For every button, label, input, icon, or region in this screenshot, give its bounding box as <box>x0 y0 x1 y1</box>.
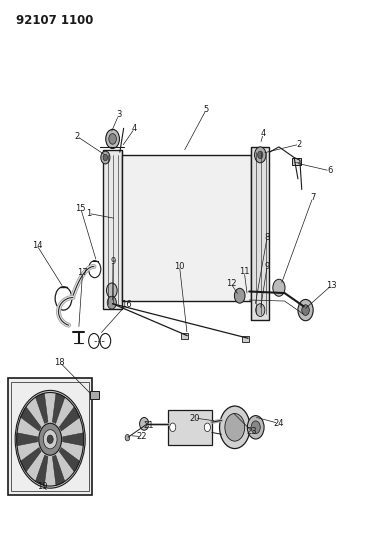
Circle shape <box>273 279 285 296</box>
Bar <box>292 158 301 165</box>
Text: 20: 20 <box>189 414 200 423</box>
Text: 9: 9 <box>264 262 270 271</box>
Text: 17: 17 <box>77 269 88 277</box>
Text: 6: 6 <box>327 166 333 175</box>
Text: 21: 21 <box>144 422 154 431</box>
Wedge shape <box>36 393 48 424</box>
Text: 4: 4 <box>261 129 266 138</box>
Wedge shape <box>63 433 84 446</box>
Wedge shape <box>59 448 80 472</box>
Circle shape <box>247 416 264 439</box>
Circle shape <box>106 130 120 149</box>
Bar <box>11 382 89 491</box>
Text: 23: 23 <box>247 427 257 436</box>
Circle shape <box>103 155 108 161</box>
Text: 22: 22 <box>136 432 147 441</box>
Circle shape <box>302 305 309 316</box>
Text: 12: 12 <box>226 279 236 288</box>
Bar <box>181 333 188 340</box>
Text: 5: 5 <box>204 105 209 114</box>
Bar <box>8 378 92 495</box>
Text: 92107 1100: 92107 1100 <box>16 14 93 27</box>
Circle shape <box>256 304 265 317</box>
Bar <box>90 391 99 399</box>
Circle shape <box>220 406 250 449</box>
Text: 4: 4 <box>132 124 137 133</box>
Circle shape <box>109 134 117 144</box>
Circle shape <box>101 151 110 164</box>
Wedge shape <box>21 407 41 431</box>
Circle shape <box>298 300 313 321</box>
Circle shape <box>139 417 149 430</box>
Wedge shape <box>52 455 65 486</box>
Circle shape <box>39 423 62 455</box>
Text: 14: 14 <box>32 241 42 250</box>
Circle shape <box>107 283 117 298</box>
Text: 19: 19 <box>37 481 48 490</box>
Circle shape <box>257 151 263 159</box>
Text: 8: 8 <box>264 233 270 242</box>
Bar <box>168 410 212 445</box>
Circle shape <box>251 421 260 434</box>
Bar <box>122 155 251 301</box>
Bar <box>243 336 249 342</box>
Wedge shape <box>59 407 80 431</box>
Wedge shape <box>17 433 38 446</box>
Wedge shape <box>36 455 48 486</box>
Text: 2: 2 <box>297 140 302 149</box>
Circle shape <box>254 147 266 163</box>
Text: 11: 11 <box>239 268 249 276</box>
Text: 9: 9 <box>110 257 116 265</box>
Wedge shape <box>21 448 41 472</box>
Text: 7: 7 <box>310 193 316 202</box>
Circle shape <box>204 423 210 432</box>
Text: 1: 1 <box>86 209 91 218</box>
Text: 2: 2 <box>74 132 79 141</box>
Circle shape <box>15 390 85 488</box>
Wedge shape <box>52 393 65 424</box>
Circle shape <box>225 414 244 441</box>
Bar <box>251 147 269 320</box>
Circle shape <box>235 288 245 303</box>
Circle shape <box>170 423 176 432</box>
Text: 24: 24 <box>273 419 284 428</box>
Bar <box>104 150 122 309</box>
Text: 3: 3 <box>116 110 121 119</box>
Text: 10: 10 <box>174 262 185 271</box>
Text: 16: 16 <box>121 300 132 309</box>
Circle shape <box>125 434 130 441</box>
Circle shape <box>43 430 57 449</box>
Circle shape <box>47 435 53 443</box>
Circle shape <box>107 296 117 309</box>
Text: 18: 18 <box>54 358 65 367</box>
Text: 15: 15 <box>75 204 86 213</box>
Text: 13: 13 <box>327 280 337 289</box>
